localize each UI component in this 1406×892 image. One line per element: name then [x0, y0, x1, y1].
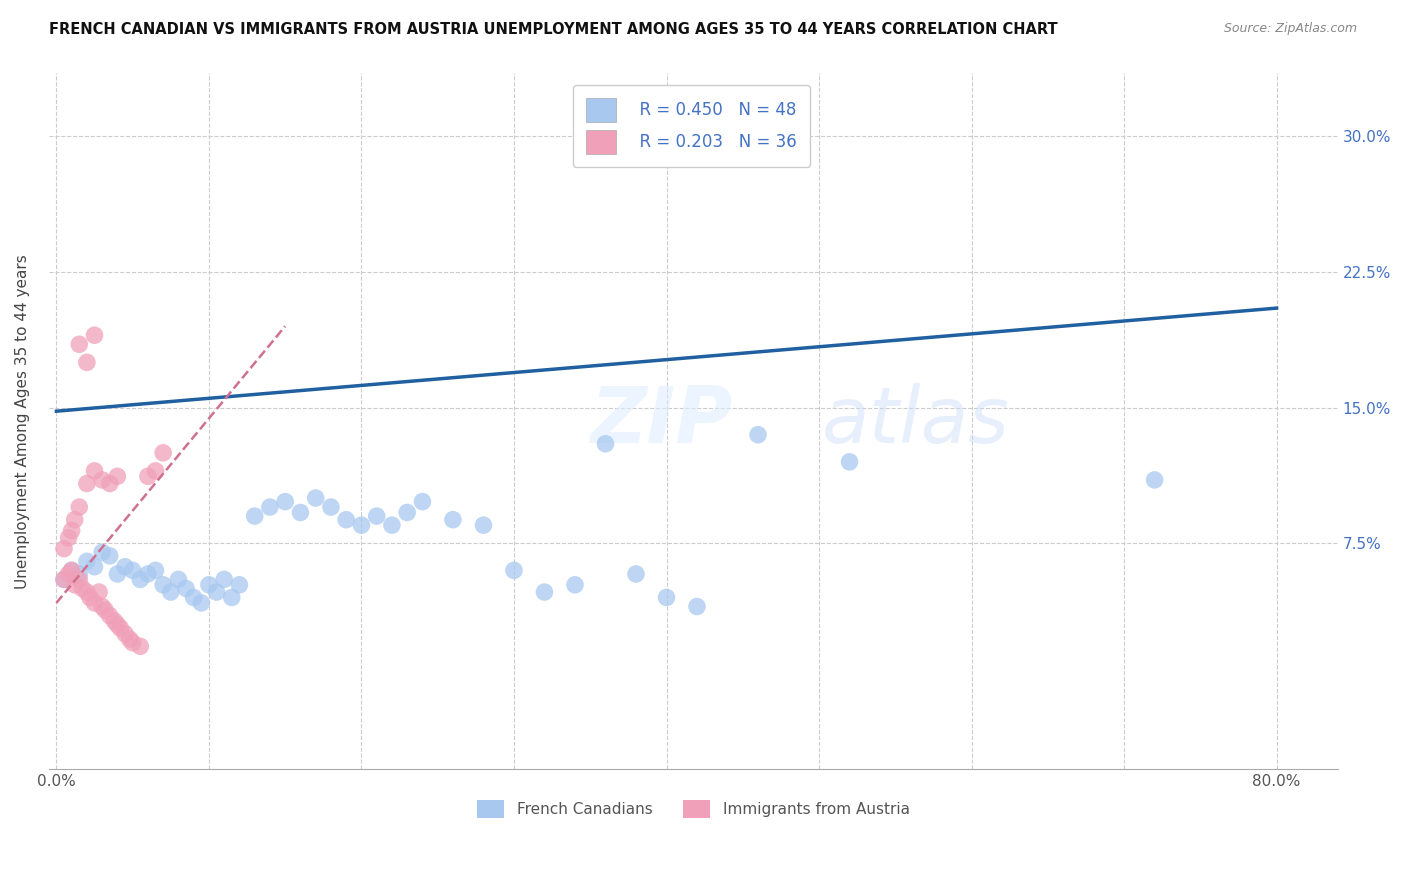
- Y-axis label: Unemployment Among Ages 35 to 44 years: Unemployment Among Ages 35 to 44 years: [15, 253, 30, 589]
- Point: [94, 603, 117, 617]
- Point: [58, 566, 80, 581]
- Point: [58, 531, 80, 545]
- Point: [105, 617, 128, 632]
- Point: [83, 596, 105, 610]
- Point: [366, 509, 388, 524]
- Point: [114, 626, 136, 640]
- Point: [114, 559, 136, 574]
- Point: [159, 585, 181, 599]
- Point: [76, 554, 98, 568]
- Point: [60, 524, 83, 538]
- Text: FRENCH CANADIAN VS IMMIGRANTS FROM AUSTRIA UNEMPLOYMENT AMONG AGES 35 TO 44 YEAR: FRENCH CANADIAN VS IMMIGRANTS FROM AUSTR…: [49, 22, 1057, 37]
- Point: [190, 596, 212, 610]
- Point: [655, 591, 678, 605]
- Point: [121, 563, 143, 577]
- Point: [305, 491, 328, 505]
- Point: [319, 500, 342, 514]
- Point: [441, 513, 464, 527]
- Point: [76, 476, 98, 491]
- Point: [110, 621, 132, 635]
- Point: [98, 476, 121, 491]
- Point: [129, 640, 152, 654]
- Point: [67, 566, 90, 581]
- Point: [243, 509, 266, 524]
- Point: [533, 585, 555, 599]
- Point: [60, 563, 83, 577]
- Point: [53, 541, 76, 556]
- Point: [838, 455, 860, 469]
- Point: [67, 500, 90, 514]
- Point: [1143, 473, 1166, 487]
- Point: [63, 578, 86, 592]
- Point: [396, 506, 419, 520]
- Point: [290, 506, 312, 520]
- Point: [91, 473, 114, 487]
- Point: [83, 464, 105, 478]
- Point: [564, 578, 586, 592]
- Point: [136, 566, 159, 581]
- Text: atlas: atlas: [823, 384, 1010, 459]
- Point: [205, 585, 228, 599]
- Point: [83, 328, 105, 343]
- Point: [212, 573, 235, 587]
- Point: [183, 591, 205, 605]
- Point: [83, 559, 105, 574]
- Point: [91, 599, 114, 614]
- Point: [198, 578, 221, 592]
- Point: [335, 513, 357, 527]
- Text: Source: ZipAtlas.com: Source: ZipAtlas.com: [1223, 22, 1357, 36]
- Point: [472, 518, 495, 533]
- Text: ZIP: ZIP: [591, 384, 733, 459]
- Point: [411, 494, 433, 508]
- Point: [145, 464, 167, 478]
- Point: [121, 636, 143, 650]
- Point: [129, 573, 152, 587]
- Point: [136, 469, 159, 483]
- Point: [67, 573, 90, 587]
- Point: [167, 573, 190, 587]
- Legend: French Canadians, Immigrants from Austria: French Canadians, Immigrants from Austri…: [471, 794, 915, 824]
- Point: [60, 563, 83, 577]
- Point: [76, 355, 98, 369]
- Point: [63, 513, 86, 527]
- Point: [105, 469, 128, 483]
- Point: [228, 578, 250, 592]
- Point: [624, 566, 647, 581]
- Point: [87, 585, 110, 599]
- Point: [174, 582, 197, 596]
- Point: [274, 494, 297, 508]
- Point: [53, 573, 76, 587]
- Point: [103, 614, 125, 628]
- Point: [503, 563, 526, 577]
- Point: [72, 582, 94, 596]
- Point: [98, 549, 121, 563]
- Point: [67, 337, 90, 351]
- Point: [381, 518, 404, 533]
- Point: [91, 545, 114, 559]
- Point: [98, 608, 121, 623]
- Point: [118, 632, 141, 646]
- Point: [145, 563, 167, 577]
- Point: [53, 573, 76, 587]
- Point: [152, 446, 174, 460]
- Point: [747, 427, 769, 442]
- Point: [686, 599, 709, 614]
- Point: [152, 578, 174, 592]
- Point: [79, 591, 101, 605]
- Point: [350, 518, 373, 533]
- Point: [105, 566, 128, 581]
- Point: [221, 591, 243, 605]
- Point: [595, 436, 617, 450]
- Point: [76, 585, 98, 599]
- Point: [259, 500, 281, 514]
